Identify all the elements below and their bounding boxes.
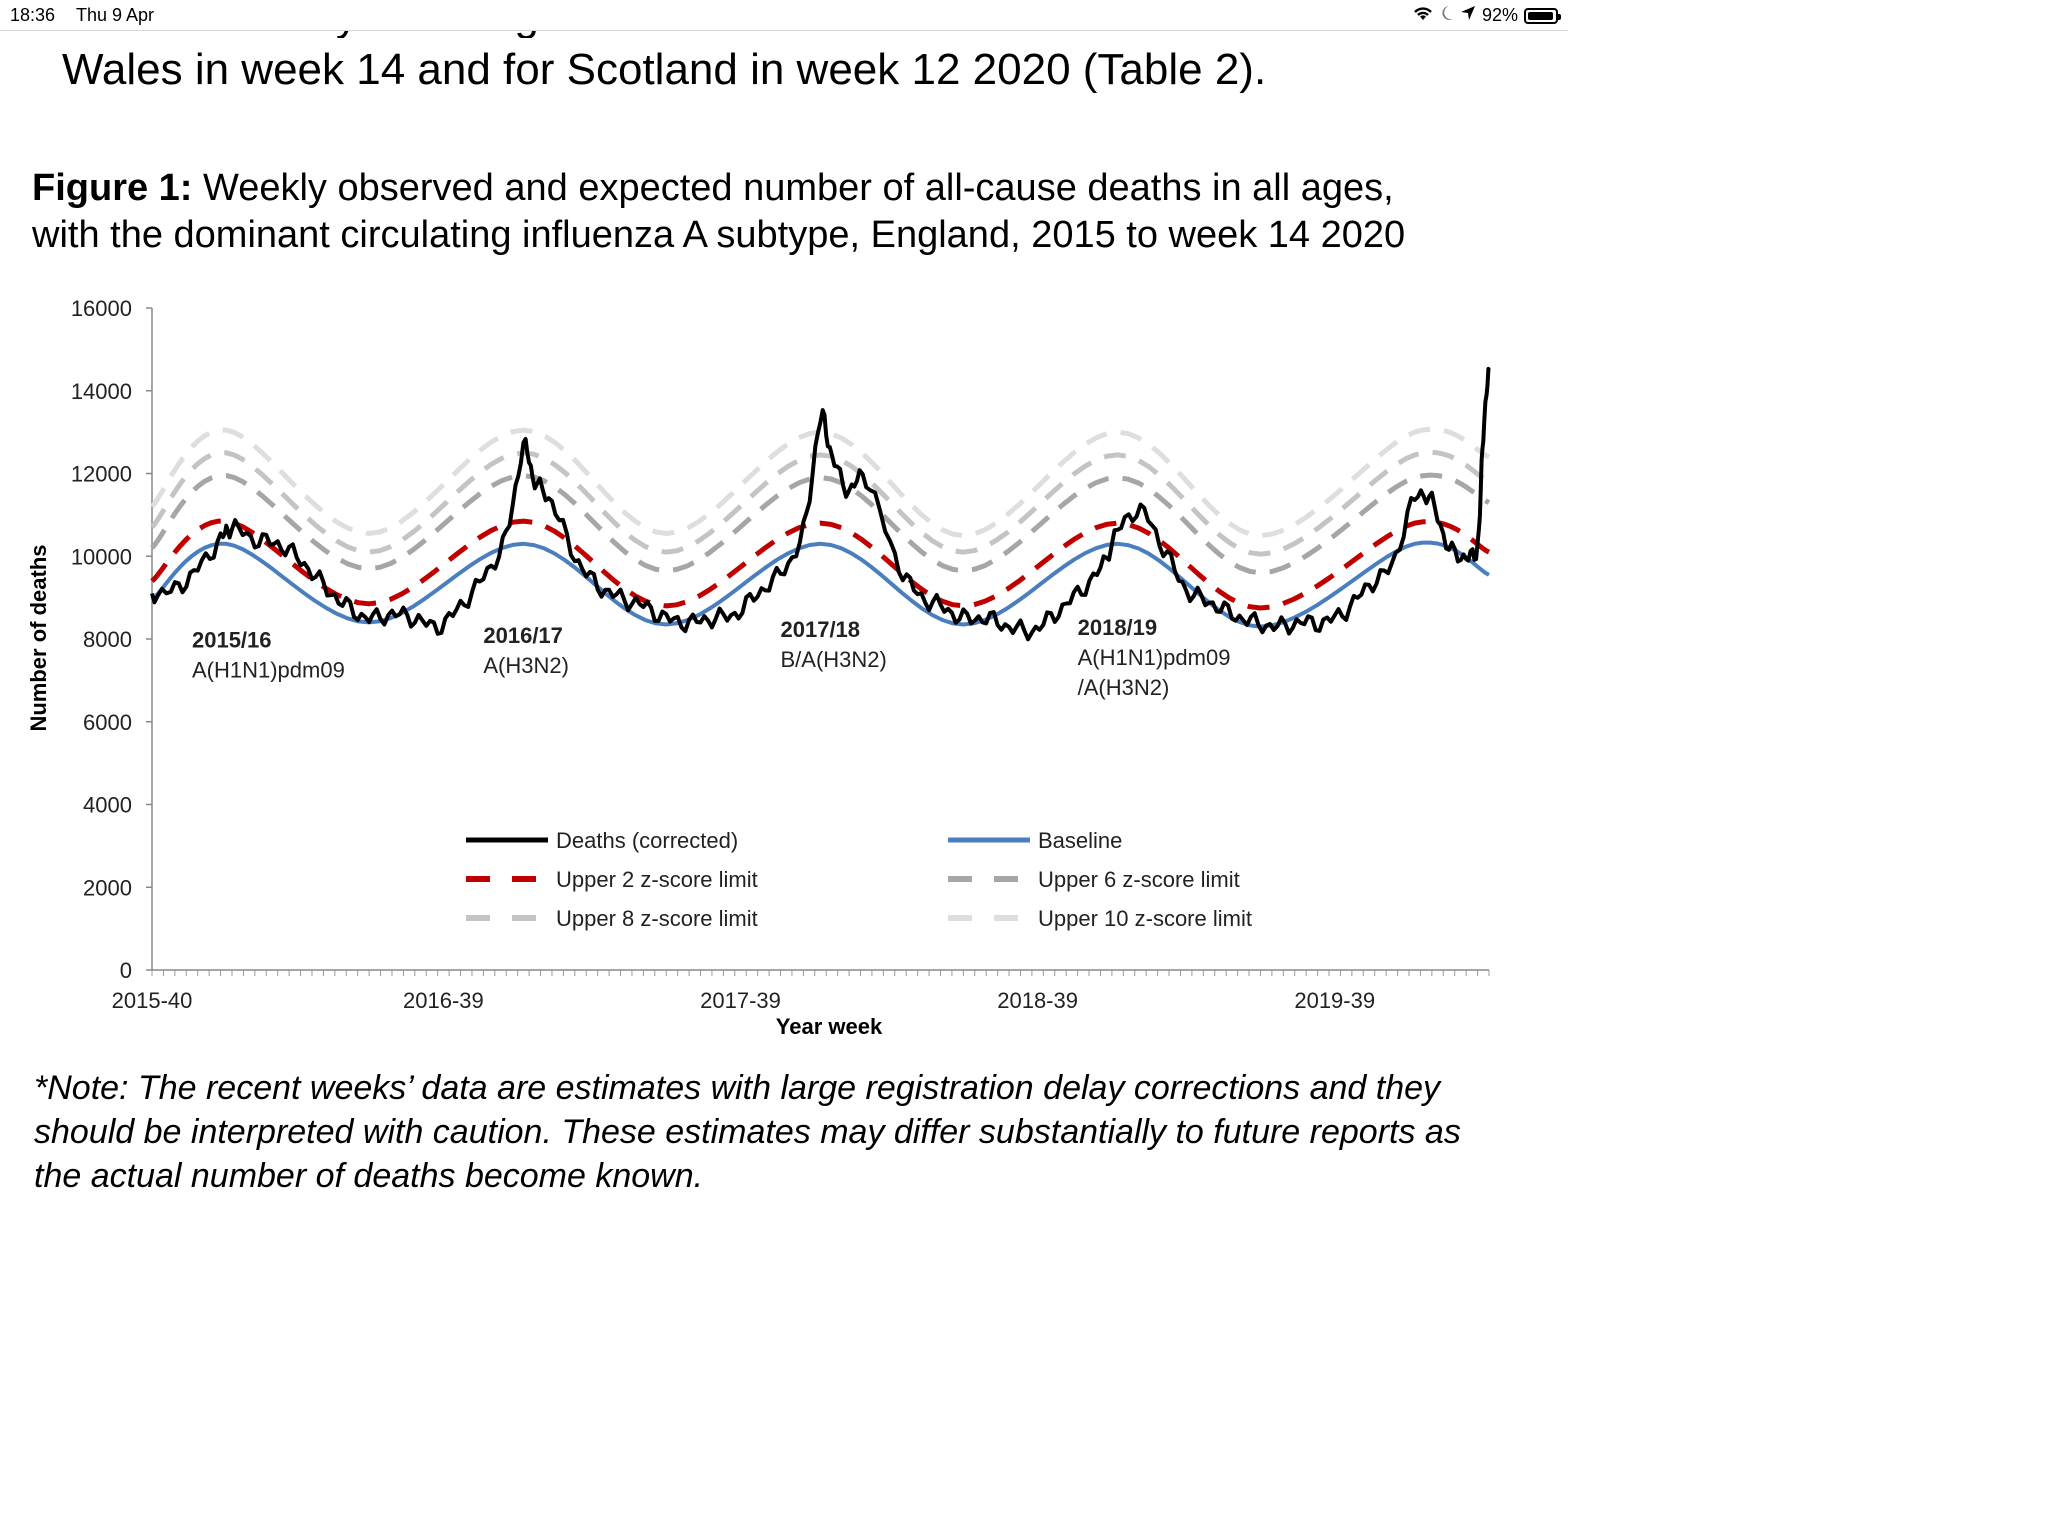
series-line-upper-2-z-score-limit xyxy=(150,518,1491,611)
legend-label: Upper 2 z-score limit xyxy=(556,867,758,892)
y-tick-label: 2000 xyxy=(83,875,132,900)
legend-label: Upper 8 z-score limit xyxy=(556,906,758,931)
y-tick-label: 8000 xyxy=(83,627,132,652)
y-axis-label: Number of deaths xyxy=(26,544,51,731)
x-tick-label: 2015-40 xyxy=(112,988,193,1013)
annotation-subtype: A(H1N1)pdm09 xyxy=(1078,645,1231,670)
annotation-season: 2016/17 xyxy=(483,623,563,648)
x-tick-label: 2019-39 xyxy=(1294,988,1375,1013)
series-line-deaths-corrected- xyxy=(150,366,1491,642)
footnote-line-2: should be interpreted with caution. Thes… xyxy=(34,1113,1461,1151)
intro-text: Wales in week 14 and for Scotland in wee… xyxy=(62,45,1267,94)
battery-icon xyxy=(1524,7,1561,24)
y-tick-label: 10000 xyxy=(71,544,132,569)
legend: Deaths (corrected) Baseline Upper 2 z-scor… xyxy=(466,828,1252,931)
legend-label: Deaths (corrected) xyxy=(556,828,738,853)
annotation-season: 2015/16 xyxy=(192,627,272,652)
y-tick-label: 6000 xyxy=(83,710,132,735)
annotation-subtype-2: /A(H3N2) xyxy=(1078,675,1170,700)
season-annotations: 2015/16 A(H1N1)pdm09 2016/17 A(H3N2) 2017/18… xyxy=(192,615,1230,700)
footnote: *Note: The recent weeks’ data are estima… xyxy=(34,1066,1461,1198)
footnote-line-1: *Note: The recent weeks’ data are estima… xyxy=(34,1069,1441,1107)
legend-label: Upper 10 z-score limit xyxy=(1038,906,1252,931)
x-tick-label: 2018-39 xyxy=(997,988,1078,1013)
series-line-upper-10-z-score-limit xyxy=(150,426,1491,539)
annotation-subtype: A(H3N2) xyxy=(483,653,569,678)
x-tick-label: 2017-39 xyxy=(700,988,781,1013)
status-bar: 18:36 Thu 9 Apr 92% xyxy=(0,0,1568,31)
figure-label: Figure 1: xyxy=(32,167,193,209)
x-axis: 2015-40 2016-39 2017-39 2018-39 2019-39 xyxy=(112,969,1490,1013)
series-line-upper-8-z-score-limit xyxy=(150,449,1491,557)
y-tick-label: 0 xyxy=(120,958,132,983)
annotation-subtype: A(H1N1)pdm09 xyxy=(192,657,345,682)
legend-label: Baseline xyxy=(1038,828,1122,853)
mortality-chart: 0 2000 4000 6000 8000 10000 12000 14000 16000 20… xyxy=(26,296,1491,1039)
status-time: 18:36 xyxy=(10,5,56,25)
status-right: 92% xyxy=(1412,4,1561,27)
y-tick-label: 16000 xyxy=(71,296,132,321)
series-line-upper-6-z-score-limit xyxy=(150,472,1491,576)
location-arrow-icon xyxy=(1460,4,1476,27)
figure-caption: Figure 1: Weekly observed and expected n… xyxy=(32,165,1405,259)
battery-percent: 92% xyxy=(1481,5,1518,25)
footnote-line-3: the actual number of deaths become known… xyxy=(34,1157,704,1195)
status-date: Thu 9 Apr xyxy=(76,5,155,25)
annotation-season: 2018/19 xyxy=(1078,615,1158,640)
series-line-baseline xyxy=(150,540,1490,629)
x-tick-label: 2016-39 xyxy=(403,988,484,1013)
wifi-icon xyxy=(1412,4,1434,27)
figure-caption-line-2: with the dominant circulating influenza … xyxy=(32,214,1406,256)
annotation-season: 2017/18 xyxy=(781,617,861,642)
legend-label: Upper 6 z-score limit xyxy=(1038,867,1240,892)
moon-icon xyxy=(1440,4,1454,27)
y-tick-label: 14000 xyxy=(71,379,132,404)
y-axis: 0 2000 4000 6000 8000 10000 12000 14000 16000 xyxy=(71,296,153,983)
annotation-subtype: B/A(H3N2) xyxy=(781,647,887,672)
figure-caption-line-1: Weekly observed and expected number of a… xyxy=(192,167,1394,209)
x-axis-label: Year week xyxy=(776,1014,883,1039)
y-tick-label: 12000 xyxy=(71,462,132,487)
series-lines xyxy=(150,366,1491,642)
y-tick-label: 4000 xyxy=(83,793,132,818)
